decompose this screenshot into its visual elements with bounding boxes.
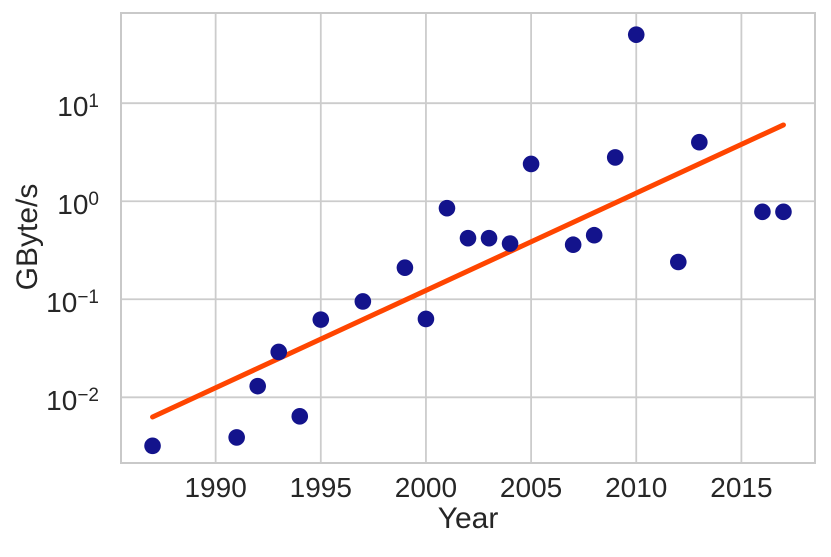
data-point — [501, 235, 519, 252]
y-tick-label: 100 — [0, 189, 99, 221]
data-point — [291, 408, 309, 425]
y-axis-title: GByte/s — [11, 183, 44, 291]
x-tick-label: 2005 — [499, 472, 563, 503]
y-tick-label: 101 — [0, 91, 99, 123]
x-tick-label: 2010 — [605, 472, 668, 503]
data-point — [754, 203, 771, 221]
data-point — [480, 229, 498, 247]
x-tick-label: 1990 — [184, 472, 247, 503]
data-point — [228, 429, 245, 446]
data-point — [438, 199, 456, 217]
data-point — [459, 229, 477, 247]
data-point — [249, 377, 266, 395]
y-tick-label: 10−1 — [0, 287, 99, 319]
data-point — [270, 343, 288, 361]
y-tick-exponent: 1 — [88, 91, 99, 113]
x-tick-label: 2000 — [394, 472, 458, 503]
data-point — [564, 236, 582, 254]
data-point — [606, 149, 624, 166]
y-tick-base: 10 — [46, 385, 78, 417]
y-tick-base: 10 — [57, 189, 89, 221]
data-point — [585, 226, 603, 244]
fit-line — [150, 122, 786, 420]
x-axis-title: Year — [437, 502, 499, 535]
x-tick-label: 2015 — [710, 472, 773, 503]
data-point — [396, 259, 414, 276]
data-point — [670, 253, 687, 271]
data-point — [144, 437, 161, 455]
data-point — [691, 133, 708, 151]
data-point — [354, 293, 372, 310]
plot-border — [120, 12, 816, 464]
y-tick-label: 10−2 — [0, 385, 99, 417]
y-tick-base: 10 — [57, 91, 89, 123]
data-point — [417, 310, 435, 328]
data-point — [627, 26, 645, 43]
y-tick-exponent: −1 — [77, 287, 99, 309]
data-point — [775, 203, 792, 221]
data-point — [522, 155, 540, 173]
y-tick-base: 10 — [46, 287, 78, 319]
y-tick-exponent: −2 — [77, 385, 99, 407]
data-point — [312, 311, 330, 328]
y-tick-exponent: 0 — [88, 189, 99, 211]
x-tick-label: 1995 — [289, 472, 352, 503]
